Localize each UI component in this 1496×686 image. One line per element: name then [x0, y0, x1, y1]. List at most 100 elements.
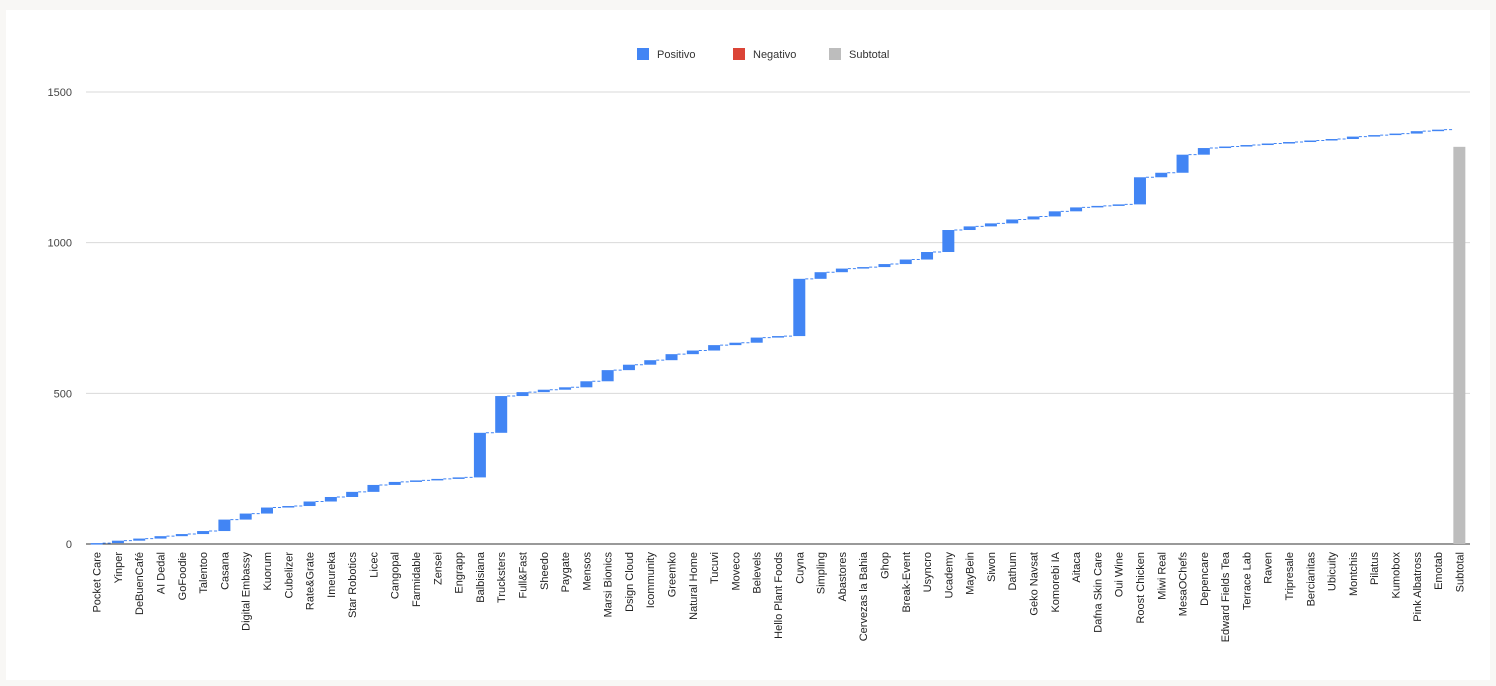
x-tick-label: Geko Navsat — [1029, 552, 1041, 616]
bar — [622, 364, 635, 371]
bar — [857, 267, 870, 269]
bar — [1112, 204, 1125, 206]
bar — [282, 506, 295, 508]
bar — [1197, 148, 1210, 155]
bar — [921, 252, 934, 260]
x-tick-label: Raven — [1263, 552, 1275, 584]
bar — [239, 513, 252, 520]
x-tick-label: Abastores — [837, 552, 849, 602]
bar — [1070, 207, 1083, 212]
bar — [1176, 154, 1189, 173]
x-tick-label: Montchis — [1348, 552, 1360, 597]
x-tick-label: Farmidable — [411, 552, 423, 607]
bar — [175, 534, 188, 537]
bar — [1410, 131, 1423, 134]
x-tick-label: Cervezas la Bahia — [858, 551, 870, 641]
bar — [1048, 211, 1061, 217]
bar — [899, 259, 912, 265]
y-tick-label: 0 — [66, 539, 72, 551]
bar — [346, 491, 359, 497]
bar — [1325, 139, 1338, 141]
x-tick-label: Balbisiana — [475, 551, 487, 603]
x-tick-label: Depencare — [1199, 552, 1211, 606]
x-tick-label: Roost Chicken — [1135, 552, 1147, 624]
bar — [942, 230, 955, 253]
x-tick-label: Zensei — [432, 552, 444, 585]
bar — [1155, 172, 1168, 178]
subtotal-bar — [1453, 146, 1466, 545]
bar — [431, 478, 444, 481]
x-tick-label: Yinper — [113, 552, 125, 584]
x-tick-label: Oui Wine — [1114, 552, 1126, 597]
x-tick-label: Subtotal — [1454, 552, 1466, 592]
x-tick-label: Break-Event — [901, 552, 913, 613]
legend-swatch — [733, 48, 745, 60]
bar — [644, 360, 657, 365]
bar — [729, 342, 742, 346]
x-tick-label: Ucademy — [943, 552, 955, 599]
y-axis: 0 500 1000 1500 — [48, 87, 72, 551]
x-tick-label: Imeureka — [326, 551, 338, 598]
bar — [686, 350, 699, 355]
bar — [1283, 142, 1296, 144]
x-tick-label: Simpling — [816, 552, 828, 594]
bar — [878, 264, 891, 268]
bar — [793, 278, 806, 337]
x-tick-label: Dathum — [1007, 552, 1019, 591]
x-tick-label: Edward Fields Tea — [1220, 551, 1232, 642]
bar — [1006, 219, 1019, 224]
bar — [303, 501, 316, 507]
bar — [452, 477, 465, 479]
x-tick-label: Aitaca — [1071, 551, 1083, 582]
x-axis: Pocket Care Yinper DeBuenCafé AI Dedal GoFoo… — [92, 551, 1467, 642]
x-tick-label: Belevels — [752, 552, 764, 594]
bar — [665, 354, 678, 361]
bar — [1027, 216, 1040, 220]
x-tick-label: Pilatus — [1369, 552, 1381, 586]
x-tick-label: Dafna Skin Care — [1092, 552, 1104, 633]
bar — [708, 345, 721, 351]
bar — [835, 268, 848, 273]
x-tick-label: Pocket Care — [92, 552, 104, 613]
bar — [133, 538, 146, 541]
bar — [111, 540, 124, 544]
x-tick-label: Tripresale — [1284, 552, 1296, 601]
bar — [1219, 146, 1232, 149]
bar — [388, 481, 401, 485]
x-tick-label: AI Dedal — [156, 552, 168, 594]
x-tick-label: Cuyna — [794, 551, 806, 584]
x-tick-label: Sheedo — [539, 552, 551, 590]
x-tick-label: Siwon — [986, 552, 998, 582]
bar — [154, 536, 167, 539]
legend-swatch — [829, 48, 841, 60]
bar — [580, 381, 593, 388]
x-tick-label: Licec — [368, 552, 380, 578]
bar — [1091, 205, 1104, 208]
y-tick-label: 500 — [54, 388, 72, 400]
bar — [410, 480, 423, 482]
bar — [1389, 133, 1402, 136]
x-tick-label: Digital Embassy — [241, 552, 253, 631]
x-tick-label: Cubelizer — [283, 552, 295, 599]
x-tick-label: Paygate — [560, 552, 572, 592]
bar — [367, 484, 380, 492]
x-tick-label: Bercianitas — [1305, 552, 1317, 607]
legend-label: Negativo — [753, 49, 796, 61]
x-tick-label: Icommunity — [645, 552, 657, 609]
x-tick-label: Tucuvi — [709, 552, 721, 584]
x-tick-label: MesaOChefs — [1178, 552, 1190, 617]
bar — [1368, 135, 1381, 137]
x-tick-label: Talentoo — [198, 552, 210, 594]
bar — [260, 507, 273, 514]
x-tick-label: Full&Fast — [517, 552, 529, 598]
x-tick-label: Terrace Lab — [1241, 552, 1253, 610]
bar — [473, 432, 486, 478]
bar — [1261, 143, 1274, 146]
bar — [1133, 177, 1146, 205]
x-tick-label: Greemko — [667, 552, 679, 597]
bar — [984, 223, 997, 227]
x-tick-label: Ghop — [879, 552, 891, 579]
bar — [516, 392, 529, 397]
bars-layer — [90, 129, 1466, 545]
x-tick-label: MayBein — [965, 552, 977, 595]
